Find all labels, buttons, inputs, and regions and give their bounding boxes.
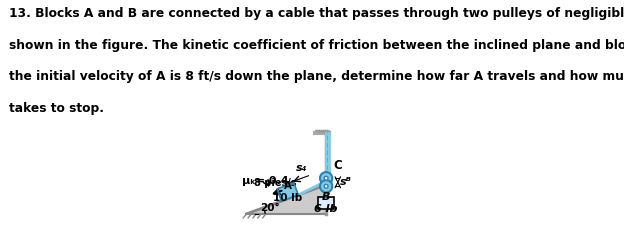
- FancyBboxPatch shape: [318, 197, 334, 209]
- Circle shape: [324, 184, 328, 188]
- Text: C: C: [333, 159, 342, 172]
- Circle shape: [324, 176, 328, 180]
- Text: shown in the figure. The kinetic coefficient of friction between the inclined pl: shown in the figure. The kinetic coeffic…: [9, 39, 624, 52]
- Text: sᴮ: sᴮ: [340, 177, 352, 187]
- Polygon shape: [315, 130, 329, 133]
- Text: s₄: s₄: [296, 163, 307, 173]
- Text: A
10 lb: A 10 lb: [273, 181, 302, 203]
- Text: B
6 lb: B 6 lb: [314, 192, 338, 214]
- Polygon shape: [277, 183, 298, 201]
- Text: 20°: 20°: [260, 203, 280, 213]
- Circle shape: [320, 172, 333, 184]
- Polygon shape: [246, 185, 326, 214]
- Text: 8 pies/s: 8 pies/s: [254, 178, 296, 188]
- Text: takes to stop.: takes to stop.: [9, 102, 104, 115]
- Text: μₖ= 0.4: μₖ= 0.4: [241, 176, 288, 186]
- Circle shape: [320, 180, 333, 192]
- Text: 13. Blocks A and B are connected by a cable that passes through two pulleys of n: 13. Blocks A and B are connected by a ca…: [9, 7, 624, 20]
- Text: the initial velocity of A is 8 ft/s down the plane, determine how far A travels : the initial velocity of A is 8 ft/s down…: [9, 70, 624, 83]
